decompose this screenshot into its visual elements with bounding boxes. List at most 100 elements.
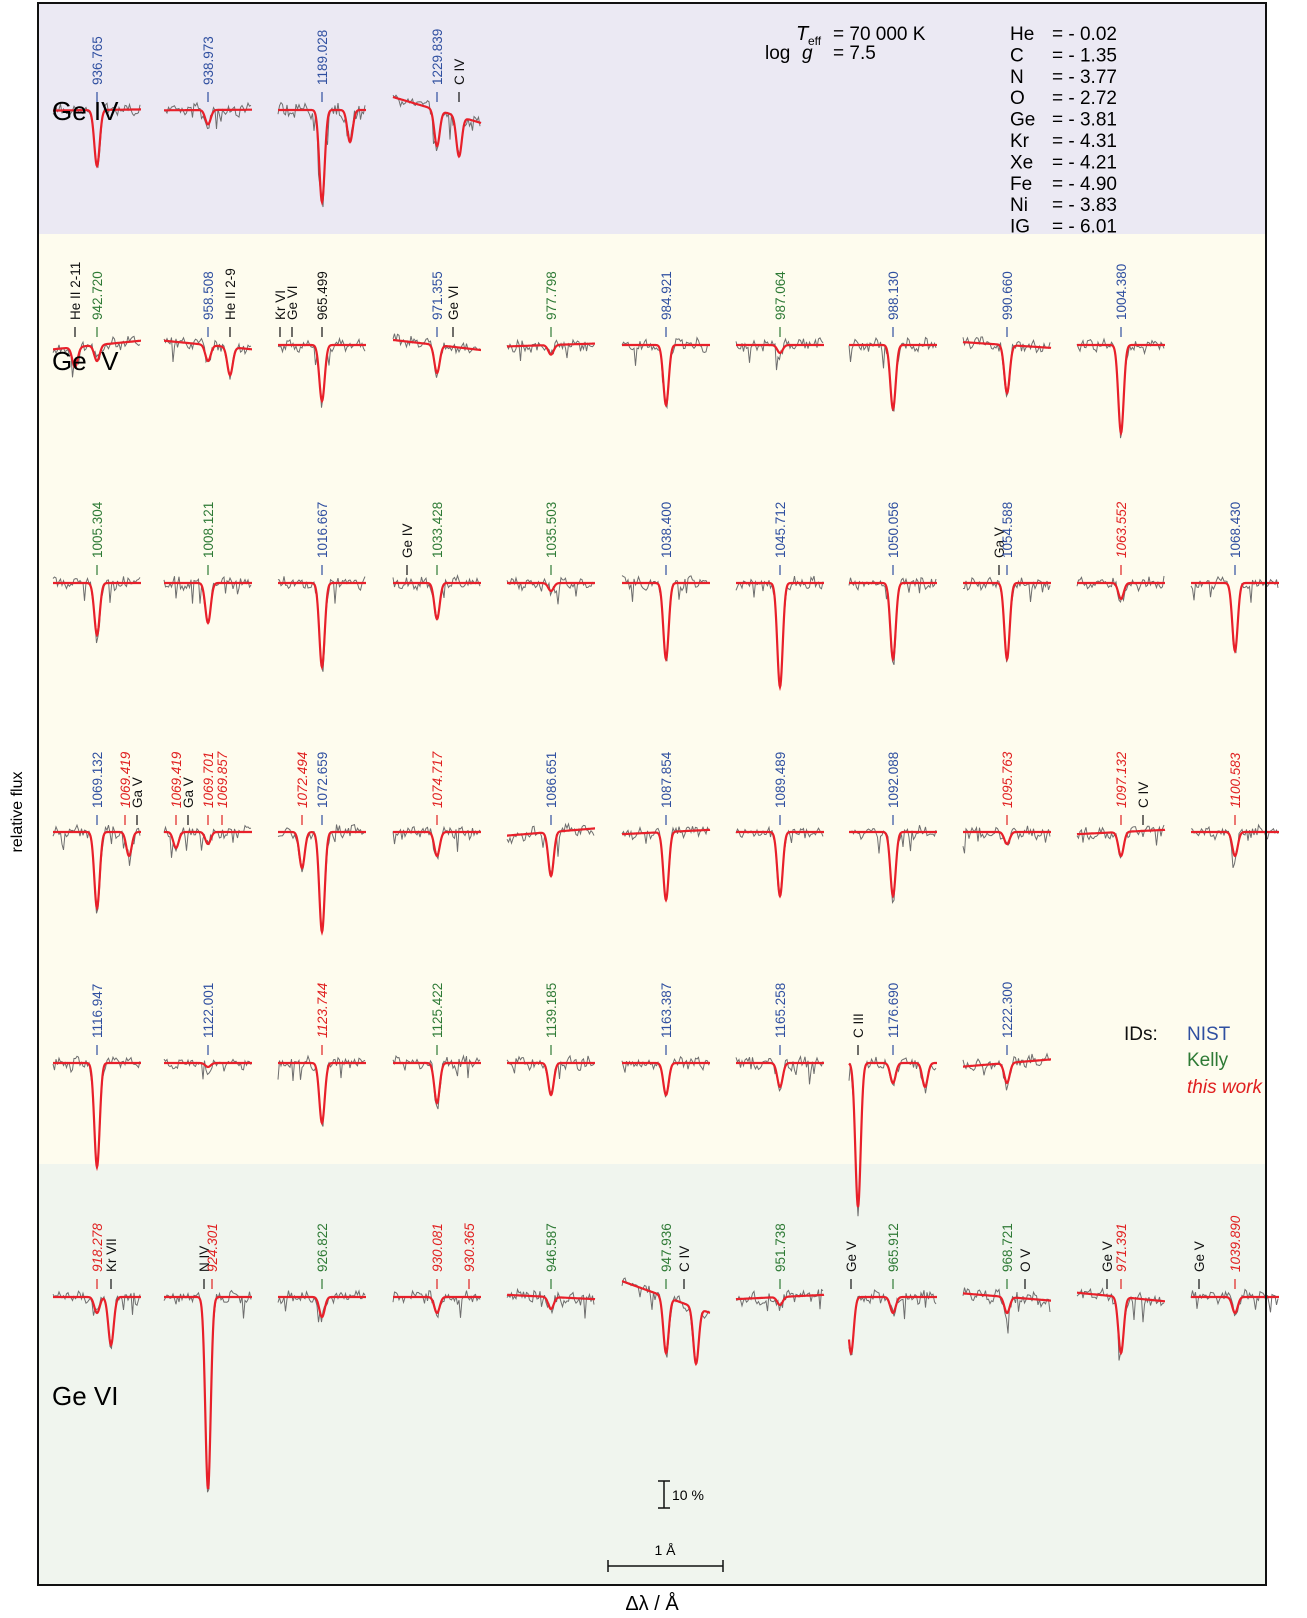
- panel-backgrounds: [39, 4, 1265, 1584]
- model-spectrum: [622, 581, 710, 663]
- line-profile-plot: 977.798: [506, 271, 595, 362]
- line-profile-plot: 1189.028: [277, 30, 366, 208]
- abundance-element: O: [1010, 88, 1025, 109]
- line-profile-plot: 1125.422: [392, 983, 481, 1110]
- line-id-label: Ge VI: [446, 285, 461, 320]
- line-profile-plot: 1100.583: [1190, 752, 1279, 868]
- line-id-label: Ga V: [181, 777, 196, 808]
- model-spectrum: [621, 1280, 711, 1367]
- line-profile-plot: 1086.651: [506, 752, 595, 878]
- line-profile-plot: 1016.667: [277, 502, 366, 672]
- teff-symbol: T: [796, 23, 810, 45]
- model-spectrum: [622, 1061, 710, 1097]
- line-profile-plot: 1123.744: [277, 983, 366, 1127]
- line-id-label: 971.355: [430, 271, 445, 320]
- model-spectrum: [53, 339, 141, 369]
- line-profile-plot: 1229.839 C IV: [392, 29, 482, 159]
- line-profile-plot: 1005.304: [52, 501, 141, 644]
- model-spectrum: [507, 342, 595, 356]
- line-id-label: 930.365: [462, 1223, 477, 1272]
- line-id-label: 942.720: [90, 271, 105, 320]
- line-id-label: 1189.028: [315, 30, 330, 85]
- line-id-label: 1122.001: [201, 983, 216, 1038]
- model-spectrum: [847, 1295, 937, 1356]
- model-spectrum: [393, 830, 481, 858]
- line-profile-plot: 1087.854: [621, 751, 711, 903]
- observed-spectrum: [392, 1054, 481, 1110]
- line-id-label: N IV: [197, 1246, 212, 1272]
- ion-label-ge-v: Ge V: [52, 346, 119, 376]
- line-id-label: 1229.839: [430, 29, 445, 85]
- line-id-label: 987.064: [773, 271, 788, 320]
- legend-this-work: this work: [1187, 1077, 1263, 1098]
- line-profile-plot: 1045.712: [735, 502, 824, 692]
- line-id-label: 971.391: [1114, 1223, 1129, 1272]
- observed-spectrum: [1076, 337, 1165, 439]
- line-profile-plot: 1165.258: [735, 983, 824, 1092]
- line-id-label: 947.936: [659, 1223, 674, 1272]
- observed-spectrum: [1190, 1288, 1279, 1317]
- line-id-label: 1054.588: [1000, 502, 1015, 558]
- line-profile-plot: Ge V 965.912: [844, 1223, 937, 1356]
- line-profile-plot: 958.508 He II 2-9: [163, 268, 252, 380]
- line-profile-plot: 1122.001: [163, 983, 252, 1080]
- abundance-value: = - 3.77: [1052, 67, 1117, 88]
- line-id-label: 990.660: [1000, 271, 1015, 320]
- line-profile-plot: 1008.121: [163, 502, 252, 625]
- model-spectrum: [278, 581, 366, 671]
- line-id-label: 1069.701: [201, 752, 216, 808]
- observed-spectrum: [52, 1290, 141, 1350]
- line-id-label: 984.921: [659, 271, 674, 320]
- model-spectrum: [849, 581, 937, 663]
- line-id-label: 1086.651: [544, 752, 559, 808]
- model-spectrum: [164, 830, 252, 850]
- model-spectrum: [278, 1061, 366, 1126]
- abundance-value: = - 3.81: [1052, 110, 1117, 131]
- ion-label-ge-vi: Ge VI: [52, 1381, 118, 1411]
- line-id-label: 1222.300: [1000, 982, 1015, 1038]
- model-spectrum: [622, 343, 710, 408]
- observed-spectrum: [962, 576, 1051, 663]
- line-id-label: 1069.132: [90, 752, 105, 808]
- line-id-label: 1097.132: [1114, 751, 1129, 808]
- panel-bg-0: [39, 4, 1265, 234]
- abundance-element: IG: [1010, 217, 1030, 238]
- line-id-label: O V: [1018, 1249, 1033, 1272]
- line-id-label: 1050.056: [886, 502, 901, 558]
- model-spectrum: [393, 338, 481, 375]
- line-id-label: 1069.419: [118, 751, 133, 808]
- line-profile-plot: 938.973: [163, 36, 252, 130]
- line-id-label: 1087.854: [659, 751, 674, 808]
- line-id-label: He II 2-11: [68, 262, 83, 320]
- line-id-label: 1005.304: [90, 501, 105, 558]
- abundance-element: C: [1010, 45, 1024, 66]
- wavelength-scale-bar: 1 Å: [607, 1542, 724, 1572]
- logg-prefix: log: [765, 43, 790, 64]
- model-spectrum: [164, 1295, 252, 1490]
- model-spectrum: [507, 827, 595, 878]
- line-profile-plot: 930.081 930.365: [392, 1223, 481, 1319]
- model-spectrum: [621, 828, 711, 903]
- model-spectrum: [736, 581, 824, 692]
- line-profile-plot: He II 2-11 942.720: [52, 262, 141, 378]
- line-id-label: 1035.503: [544, 502, 559, 558]
- model-spectrum: [507, 1061, 595, 1097]
- panel-bg-1: [39, 234, 1265, 1164]
- scale-bars: 10 % 1 Å: [607, 1480, 724, 1572]
- abundance-element: Ni: [1010, 195, 1028, 216]
- abundance-element: He: [1010, 24, 1034, 45]
- model-spectrum: [849, 830, 937, 899]
- line-profile-plot: 987.064: [735, 271, 824, 371]
- observed-spectrum: [1076, 575, 1165, 603]
- abundance-element: Kr: [1010, 131, 1030, 152]
- line-id-label: Ge IV: [400, 523, 415, 558]
- line-profile-plot: 1116.947: [52, 984, 141, 1172]
- line-id-label: Ga V: [992, 527, 1007, 558]
- observed-spectrum: [163, 101, 252, 130]
- observed-spectrum: [848, 577, 937, 665]
- line-profile-plot: 1163.387: [621, 983, 710, 1098]
- line-id-label: 1116.947: [90, 984, 105, 1038]
